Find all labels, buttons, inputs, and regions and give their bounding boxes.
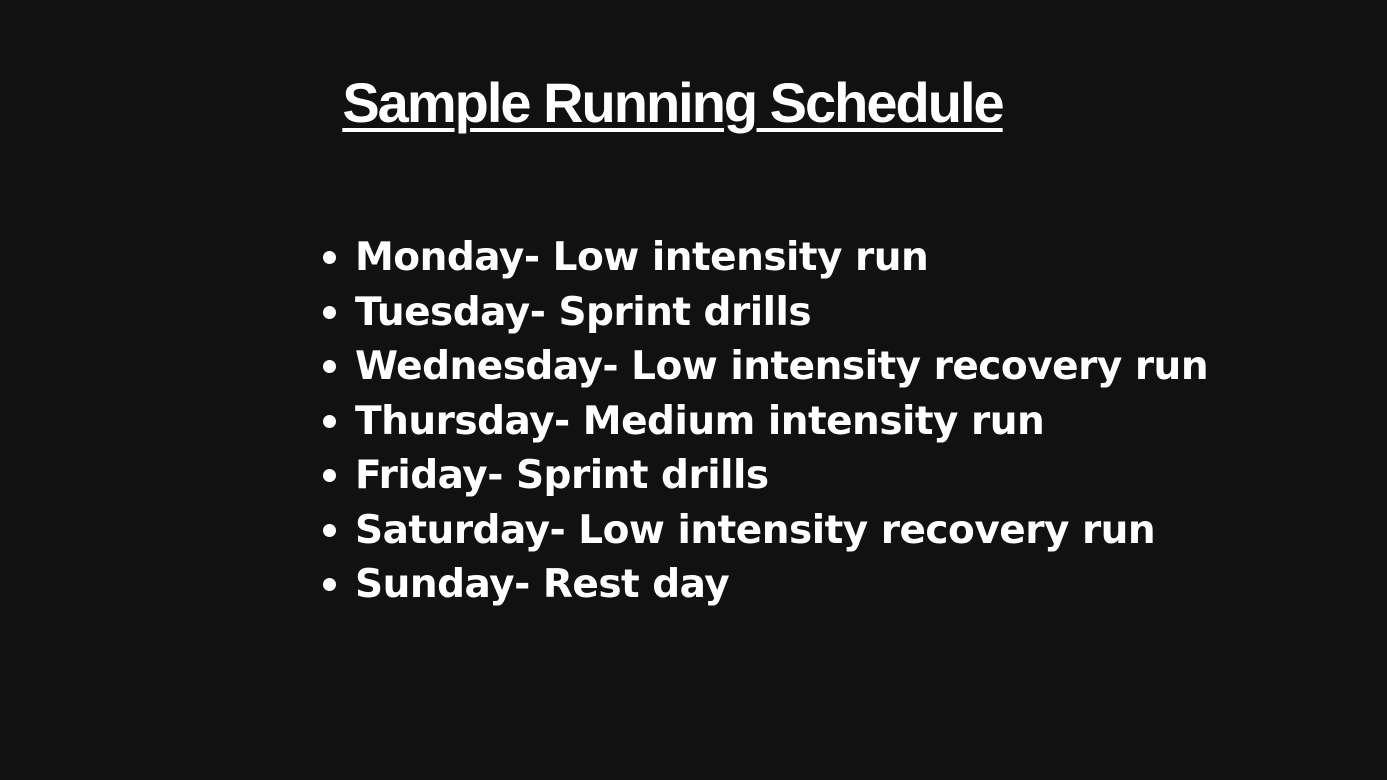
bullet-icon <box>323 578 336 591</box>
list-item: Tuesday- Sprint drills <box>320 285 1208 340</box>
list-item-text: Tuesday- Sprint drills <box>355 289 812 335</box>
list-item: Monday- Low intensity run <box>320 230 1208 285</box>
list-item-text: Friday- Sprint drills <box>355 453 769 498</box>
list-item-text: Thursday- Medium intensity run <box>355 398 1045 444</box>
list-item-text: Monday- Low intensity run <box>355 235 929 280</box>
list-item-text: Saturday- Low intensity recovery run <box>355 507 1156 553</box>
bullet-icon <box>323 360 336 373</box>
bullet-icon <box>323 523 336 537</box>
list-item: Sunday- Rest day <box>320 557 1208 612</box>
page-title: Sample Running Schedule <box>342 71 1004 134</box>
list-item: Saturday- Low intensity recovery run <box>320 503 1208 558</box>
schedule-list: Monday- Low intensity run Tuesday- Sprin… <box>320 230 1209 612</box>
bullet-icon <box>323 414 336 428</box>
list-item: Friday- Sprint drills <box>320 448 1208 503</box>
list-item: Thursday- Medium intensity run <box>320 394 1208 449</box>
list-item-text: Sunday- Rest day <box>355 562 730 607</box>
bullet-icon <box>323 469 336 482</box>
list-item: Wednesday- Low intensity recovery run <box>320 339 1209 394</box>
bullet-icon <box>323 305 336 319</box>
bullet-icon <box>323 251 336 264</box>
list-item-text: Wednesday- Low intensity recovery run <box>355 344 1209 389</box>
